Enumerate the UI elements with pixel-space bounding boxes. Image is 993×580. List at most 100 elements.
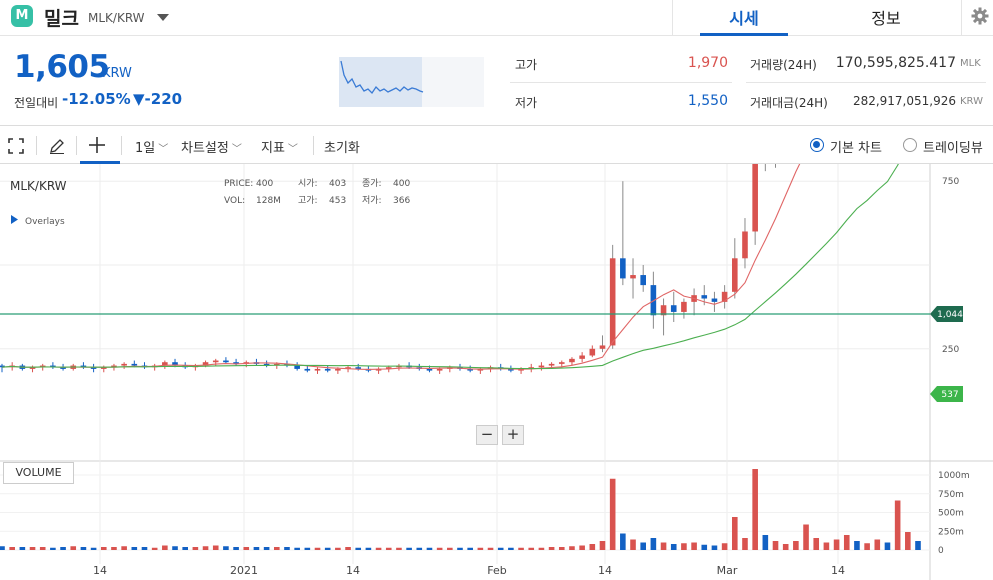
volume-bar [772, 541, 779, 550]
high-label: 고가 [515, 58, 538, 72]
volume-bar [518, 547, 524, 550]
price-axis-tick-label: 750 [942, 177, 959, 187]
candle [375, 367, 382, 374]
price-axis-tick-label: 250 [942, 345, 959, 355]
coin-name[interactable]: 밀크 [44, 8, 79, 30]
chart-settings-dropdown[interactable]: 차트설정 ﹀ [181, 137, 242, 156]
fullscreen-icon[interactable] [8, 138, 24, 154]
candle [141, 362, 148, 369]
divider [121, 136, 122, 155]
candle-body [711, 298, 718, 302]
candle-body [29, 367, 36, 369]
indicators-dropdown[interactable]: 지표 ﹀ [261, 137, 298, 156]
candle [100, 365, 107, 373]
volume-bar [396, 547, 402, 550]
candle-body [599, 345, 606, 349]
candle-body [732, 258, 738, 292]
candle-body [304, 368, 311, 371]
candle [263, 360, 270, 368]
info-vol-value: 128M [256, 196, 281, 206]
ma-short-marker-shape [930, 306, 963, 322]
trading-view-label[interactable]: 트레이딩뷰 [923, 141, 983, 156]
play-triangle-icon[interactable] [11, 215, 18, 224]
ma-long-marker: 537 [930, 386, 963, 402]
volume-bar [416, 547, 423, 550]
interval-dropdown[interactable]: 1일 ﹀ [135, 137, 168, 156]
volume-bar [701, 544, 708, 550]
ma-long-line [1, 164, 899, 370]
candle-body [650, 285, 657, 316]
gear-icon[interactable] [970, 6, 990, 26]
overlays-label[interactable]: Overlays [25, 217, 65, 227]
x-axis-tick-label: 14 [93, 564, 107, 577]
interval-label: 1일 [135, 141, 156, 156]
basic-chart-label[interactable]: 기본 차트 [830, 141, 882, 156]
volume-bar [579, 545, 585, 550]
volume-bar [162, 545, 168, 550]
zoom-in-button[interactable]: + [502, 425, 524, 445]
volume-24h-unit: MLK [960, 58, 981, 69]
reset-button[interactable]: 초기화 [324, 141, 360, 156]
volume-bar [793, 541, 799, 550]
volume-bar [742, 538, 748, 550]
volume-axis-tick-label: 0 [938, 546, 944, 556]
candle [538, 362, 545, 371]
volume-bar [263, 547, 270, 550]
zoom-out-button[interactable]: − [476, 425, 498, 445]
crosshair-icon[interactable] [88, 136, 106, 154]
candle [599, 335, 606, 353]
candle [80, 362, 87, 369]
x-axis-tick-label: 2021 [230, 564, 258, 577]
volume-bar [660, 542, 667, 550]
volume-bar [477, 547, 484, 550]
trading-view-radio[interactable] [903, 138, 917, 152]
candle-body [548, 363, 555, 366]
candle [609, 244, 616, 349]
candle-body [436, 368, 443, 371]
candle-body [202, 362, 209, 366]
volume-bar [447, 547, 453, 550]
volume-bar [121, 546, 127, 550]
candlestick-chart[interactable]: 14202114Feb14Mar141,7501,5001,2507502501… [0, 164, 993, 580]
chevron-down-icon: ﹀ [158, 144, 169, 155]
candle [691, 288, 697, 316]
tab-info[interactable]: 정보 [871, 9, 901, 28]
candle-body [345, 367, 351, 369]
volume-bar [284, 547, 290, 550]
pencil-icon[interactable] [48, 137, 66, 155]
volume-bar [314, 547, 321, 550]
volume-bar [630, 539, 636, 550]
candle-body [355, 367, 362, 369]
divider [36, 136, 37, 155]
candle-body [609, 258, 616, 346]
current-price: 1,605 [14, 49, 110, 85]
volume-bar [670, 544, 677, 550]
volume-bar [274, 547, 280, 550]
tab-market[interactable]: 시세 [729, 9, 759, 28]
change-rate: -12.05% [62, 90, 131, 108]
candle-body [721, 291, 728, 302]
candles [0, 164, 777, 374]
x-axis-tick-label: Mar [717, 564, 738, 577]
coin-symbol[interactable]: MLK/KRW [88, 11, 145, 25]
candle-body [660, 305, 667, 316]
volume-panel-tag[interactable]: VOLUME [3, 462, 74, 484]
basic-chart-radio[interactable] [810, 138, 824, 152]
chevron-down-icon[interactable] [157, 14, 169, 21]
volume-bar [609, 478, 616, 550]
candle-body [752, 164, 758, 232]
candle-body [50, 365, 56, 368]
chart-grid [0, 164, 993, 580]
candle-body [111, 365, 117, 368]
volume-bar [90, 547, 97, 550]
candle-body [162, 362, 168, 366]
candle [253, 358, 260, 366]
candle [711, 291, 718, 312]
candle-body [90, 367, 97, 369]
volume-bar [457, 547, 463, 550]
candle-body [579, 355, 585, 359]
volume-bar [711, 545, 718, 550]
volume-bar [29, 547, 36, 550]
volume-bar [833, 539, 840, 550]
amount-24h-label: 거래대금(24H) [750, 96, 828, 110]
